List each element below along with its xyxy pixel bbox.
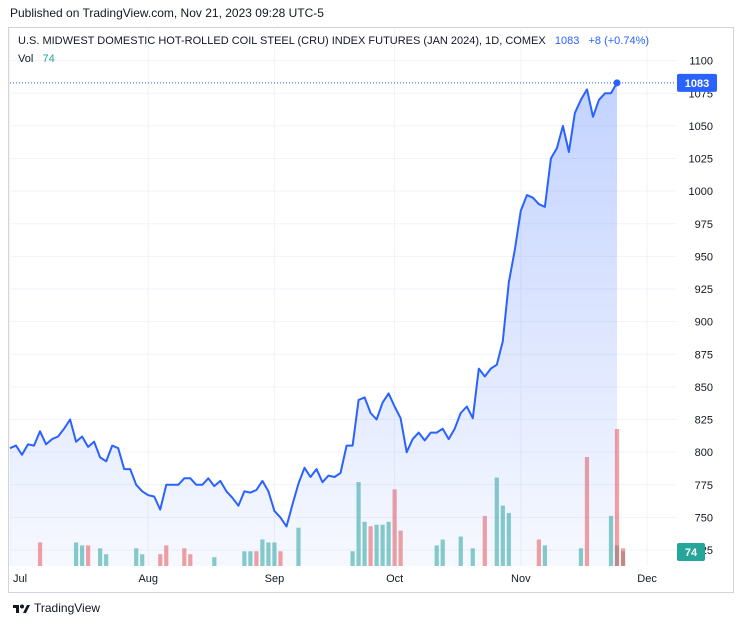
- volume-legend: Vol 74: [18, 53, 55, 65]
- symbol-title: U.S. MIDWEST DOMESTIC HOT-ROLLED COIL ST…: [18, 35, 546, 47]
- x-tick-label: Jul: [13, 573, 27, 585]
- last-price-badge: [677, 73, 717, 92]
- x-tick-label: Oct: [386, 573, 403, 585]
- y-tick-label: 775: [695, 480, 713, 492]
- chart-legend: U.S. MIDWEST DOMESTIC HOT-ROLLED COIL ST…: [18, 35, 649, 47]
- y-tick-label: 1100: [689, 56, 713, 68]
- price-area: [10, 82, 617, 567]
- footer-brand[interactable]: TradingView: [12, 601, 100, 615]
- volume-badge: [677, 543, 705, 561]
- y-tick-label: 800: [695, 447, 713, 459]
- y-tick-label: 1000: [689, 186, 713, 198]
- volume-bar-down: [620, 548, 626, 566]
- x-tick-label: Nov: [511, 573, 531, 585]
- y-tick-label: 875: [695, 349, 713, 361]
- y-axis: 1100107510501025100097595092590087585082…: [689, 56, 713, 557]
- price-change: +8 (+0.74%): [588, 35, 650, 47]
- price-line: [9, 79, 676, 528]
- price-line-path: [9, 82, 618, 528]
- price-badges: 1083 74: [677, 73, 717, 561]
- tradingview-logo-icon: [13, 604, 30, 613]
- published-note: Published on TradingView.com, Nov 21, 20…: [10, 6, 324, 20]
- y-tick-label: 750: [695, 512, 713, 524]
- x-tick-label: Aug: [138, 573, 158, 585]
- y-tick-label: 925: [695, 284, 713, 296]
- x-axis: Jul Aug Sep Oct Nov Dec: [13, 573, 657, 585]
- y-tick-label: 850: [695, 382, 713, 394]
- y-tick-label: 950: [695, 251, 713, 263]
- y-tick-label: 1050: [689, 121, 713, 133]
- y-tick-label: 825: [695, 415, 713, 427]
- y-tick-label: 975: [695, 219, 713, 231]
- last-price-badge-label: 1083: [685, 78, 709, 90]
- volume-label: Vol: [18, 53, 34, 65]
- volume-badge-label: 74: [685, 547, 698, 559]
- y-tick-label: 900: [695, 317, 713, 329]
- price-area-fill: [10, 82, 617, 567]
- x-tick-label: Dec: [637, 573, 657, 585]
- chart-frame: [8, 27, 734, 593]
- y-tick-label: 1025: [689, 154, 713, 166]
- last-price: 1083: [554, 35, 580, 47]
- x-tick-label: Sep: [265, 573, 285, 585]
- brand-name: TradingView: [34, 601, 101, 615]
- volume-value: 74: [42, 53, 55, 65]
